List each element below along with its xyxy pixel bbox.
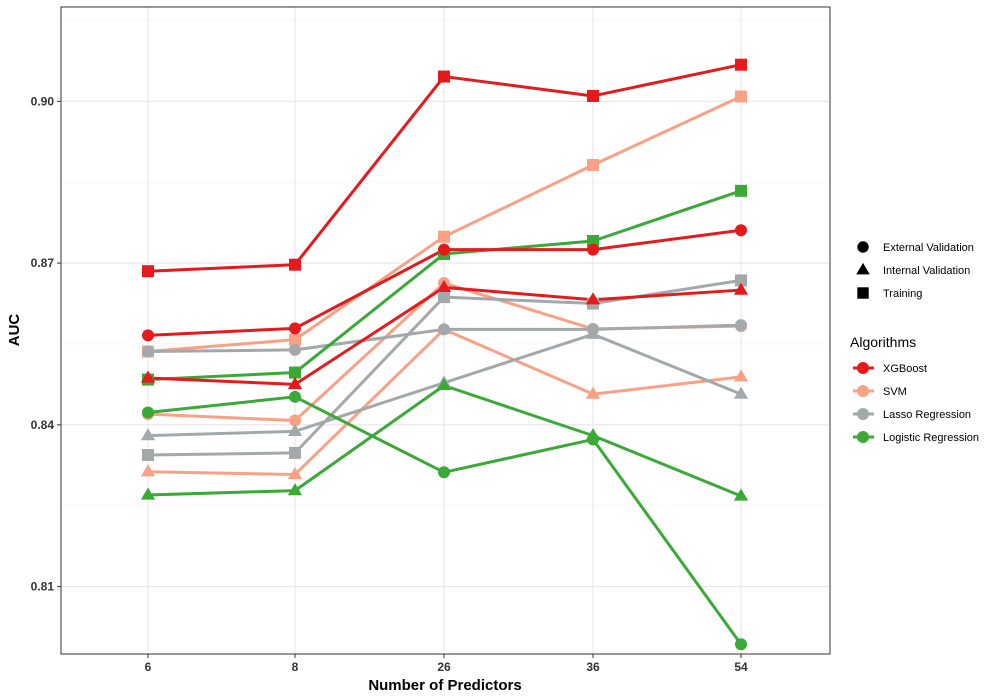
y-axis-title: AUC: [6, 314, 23, 347]
data-point-svm-internal-validation: [585, 386, 601, 399]
legend-key-point-logistic-regression: [857, 431, 869, 443]
data-point-xgboost-training: [142, 265, 154, 278]
data-point-svm-internal-validation: [733, 369, 749, 382]
legend-key-training: [857, 287, 869, 299]
data-point-logistic-regression-training: [735, 184, 747, 197]
data-point-xgboost-internal-validation: [287, 376, 303, 390]
legend-label-lasso-regression: Lasso Regression: [883, 409, 971, 421]
data-point-xgboost-internal-validation: [733, 282, 749, 295]
data-point-xgboost-internal-validation: [585, 292, 601, 305]
data-point-logistic-regression-external-validation: [438, 466, 450, 479]
legend-label-internal-validation: Internal Validation: [883, 265, 970, 277]
legend-label-svm: SVM: [883, 386, 907, 398]
data-point-logistic-regression-training: [587, 234, 599, 247]
data-point-lasso-regression-internal-validation: [140, 428, 156, 441]
data-point-svm-training: [438, 230, 450, 243]
data-point-xgboost-internal-validation: [436, 279, 452, 293]
axes: 0.81 0.84 0.87 0.90 6 8 26 36 54: [31, 94, 748, 674]
data-point-svm-training: [587, 158, 599, 171]
legend-label-external-validation: External Validation: [883, 242, 974, 254]
data-point-lasso-regression-training: [735, 274, 747, 287]
data-point-xgboost-external-validation: [587, 243, 599, 256]
legend-key-point-lasso-regression: [857, 408, 869, 420]
y-tick-label: 0.90: [31, 94, 55, 108]
data-point-xgboost-training: [289, 258, 301, 271]
data-point-svm-internal-validation: [140, 464, 156, 477]
data-point-xgboost-training: [735, 58, 747, 71]
series-points: [140, 58, 749, 651]
legend-key-internal-validation: [856, 262, 870, 275]
y-tick-label: 0.87: [31, 256, 55, 270]
data-point-lasso-regression-internal-validation: [287, 423, 303, 436]
x-tick-label: 6: [145, 660, 152, 674]
data-point-lasso-regression-training: [438, 291, 450, 304]
data-point-lasso-regression-external-validation: [289, 343, 301, 356]
data-point-lasso-regression-training: [289, 446, 301, 459]
data-point-xgboost-internal-validation: [140, 370, 156, 383]
legend-label-xgboost: XGBoost: [883, 363, 927, 375]
data-point-svm-internal-validation: [287, 466, 303, 480]
legend-key-external-validation: [857, 241, 869, 253]
legend-key-point-svm: [857, 385, 869, 397]
data-point-xgboost-external-validation: [438, 243, 450, 256]
color-legend-title: Algorithms: [850, 334, 916, 350]
data-point-logistic-regression-external-validation: [735, 638, 747, 651]
x-tick-label: 54: [734, 660, 748, 674]
data-point-logistic-regression-internal-validation: [436, 377, 452, 391]
data-point-xgboost-external-validation: [142, 329, 154, 342]
legend-label-logistic-regression: Logistic Regression: [883, 432, 979, 444]
data-point-svm-external-validation: [289, 414, 301, 427]
data-point-logistic-regression-internal-validation: [140, 487, 156, 500]
data-point-logistic-regression-internal-validation: [287, 483, 303, 496]
data-point-lasso-regression-external-validation: [142, 345, 154, 358]
x-tick-label: 36: [586, 660, 600, 674]
data-point-lasso-regression-external-validation: [438, 323, 450, 336]
data-point-xgboost-training: [587, 89, 599, 102]
data-point-lasso-regression-external-validation: [735, 319, 747, 332]
data-point-xgboost-external-validation: [289, 322, 301, 335]
data-point-logistic-regression-training: [289, 366, 301, 379]
data-point-lasso-regression-external-validation: [587, 323, 599, 336]
data-point-xgboost-external-validation: [735, 224, 747, 237]
data-point-logistic-regression-external-validation: [587, 433, 599, 446]
data-point-logistic-regression-external-validation: [142, 406, 154, 419]
data-point-logistic-regression-external-validation: [289, 390, 301, 403]
data-point-lasso-regression-training: [142, 449, 154, 462]
legend-key-point-xgboost: [857, 362, 869, 374]
x-tick-label: 8: [292, 660, 299, 674]
y-tick-label: 0.81: [31, 580, 55, 594]
legend-label-training: Training: [883, 288, 922, 300]
x-tick-label: 26: [437, 660, 451, 674]
plot-panel-border: [60, 6, 831, 655]
legend: External Validation Internal Validation Tr…: [850, 241, 979, 444]
data-point-lasso-regression-internal-validation: [733, 386, 749, 399]
x-axis-title: Number of Predictors: [368, 677, 521, 694]
y-tick-label: 0.84: [31, 418, 55, 432]
data-point-logistic-regression-internal-validation: [733, 488, 749, 501]
data-point-svm-training: [289, 333, 301, 346]
data-point-xgboost-training: [438, 70, 450, 83]
data-point-svm-training: [735, 90, 747, 103]
